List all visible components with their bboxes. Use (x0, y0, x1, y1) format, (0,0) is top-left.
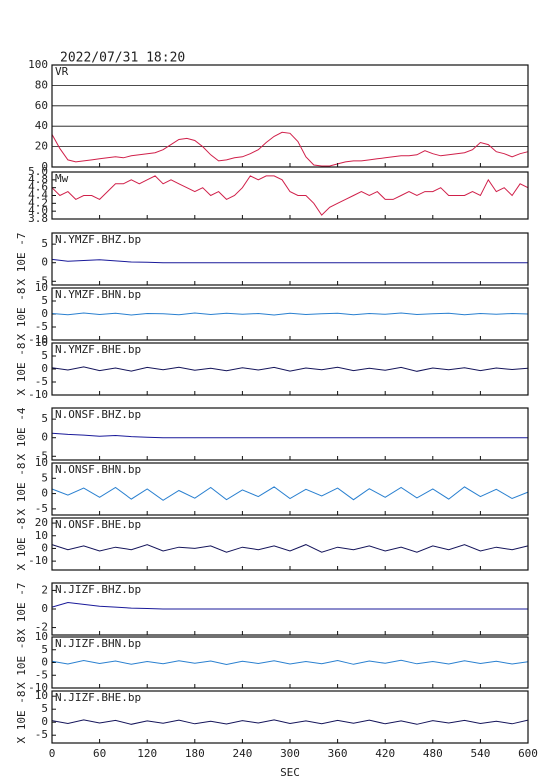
y-tick-label: -5 (35, 502, 48, 515)
y-tick-label: 4.4 (28, 189, 48, 202)
y-tick-label: 5 (41, 643, 48, 656)
y-axis-label: X 10E -7 (15, 233, 28, 286)
y-tick-label: 4.0 (28, 204, 48, 217)
panel-label: N.ONSF.BHE.bp (55, 518, 141, 531)
panel-label: Mw (55, 172, 69, 185)
x-tick-label: 180 (185, 747, 205, 760)
y-tick-label: 5 (41, 349, 48, 362)
y-tick-label: 5 (41, 412, 48, 425)
y-axis-label: X 10E -4 (15, 407, 28, 460)
y-tick-label: 3.8 (28, 212, 48, 225)
y-tick-label: 4.8 (28, 173, 48, 186)
y-tick-label: -5 (35, 375, 48, 388)
series-line (51, 258, 528, 264)
y-tick-label: 10 (35, 281, 48, 294)
y-tick-label: -5 (35, 668, 48, 681)
chart-title: 2022/07/31 18:20 (60, 51, 185, 66)
y-tick-label: 10 (35, 336, 48, 349)
x-tick-label: 60 (93, 747, 106, 760)
y-tick-label: 10 (35, 630, 48, 643)
panel-label: N.YMZF.BHZ.bp (55, 233, 141, 246)
y-tick-label: 0 (41, 715, 48, 728)
x-tick-label: 480 (423, 747, 443, 760)
x-tick-label: 0 (49, 747, 56, 760)
y-tick-label: 100 (28, 58, 48, 71)
y-axis-label: X 10E -8 (15, 691, 28, 744)
y-tick-label: 4.6 (28, 181, 48, 194)
series-line (51, 659, 529, 666)
y-tick-label: 5.0 (28, 165, 48, 178)
y-tick-label: 5 (41, 702, 48, 715)
y-tick-label: -5 (35, 449, 48, 462)
y-tick-label: 5 (41, 237, 48, 250)
y-tick-label: 0 (41, 541, 48, 554)
series-line (51, 601, 528, 610)
x-tick-label: 600 (518, 747, 538, 760)
y-axis-label: X 10E -8 (15, 636, 28, 689)
y-tick-label: -10 (28, 333, 48, 346)
series-line (51, 131, 529, 167)
y-tick-label: 4.2 (28, 196, 48, 209)
panel-label: N.JIZF.BHN.bp (55, 637, 141, 650)
y-tick-label: 0 (41, 256, 48, 269)
y-tick-label: 0 (41, 362, 48, 375)
series-line (51, 432, 528, 439)
y-tick-label: 5 (41, 471, 48, 484)
y-tick-label: -5 (35, 274, 48, 287)
y-tick-label: 10 (35, 456, 48, 469)
y-tick-label: 40 (35, 119, 48, 132)
series-line (51, 486, 529, 501)
panel-frame (51, 64, 529, 168)
y-tick-label: 60 (35, 99, 48, 112)
y-tick-label: 2 (41, 583, 48, 596)
series-line (51, 719, 529, 725)
panel-label: N.YMZF.BHN.bp (55, 288, 141, 301)
y-tick-label: 10 (35, 689, 48, 702)
y-tick-label: 20 (35, 140, 48, 153)
y-tick-label: 5 (41, 294, 48, 307)
y-axis-label: X 10E -8 (15, 288, 28, 341)
y-tick-label: 10 (35, 529, 48, 542)
y-axis-label: X 10E -7 (15, 583, 28, 636)
y-tick-label: 0 (41, 307, 48, 320)
x-tick-label: 240 (232, 747, 252, 760)
y-tick-label: -10 (28, 554, 48, 567)
panel-label: VR (55, 65, 69, 78)
panel-label: N.ONSF.BHZ.bp (55, 408, 141, 421)
y-axis-label: X 10E -8 (15, 343, 28, 396)
x-tick-label: 540 (470, 747, 490, 760)
y-tick-label: -5 (35, 320, 48, 333)
y-tick-label: 0 (41, 656, 48, 669)
x-tick-label: 300 (280, 747, 300, 760)
y-tick-label: 0 (41, 602, 48, 615)
y-tick-label: 0 (41, 487, 48, 500)
series-line (51, 366, 529, 372)
x-tick-label: 120 (137, 747, 157, 760)
y-axis-label: X 10E -8 (15, 463, 28, 516)
panel-label: N.ONSF.BHN.bp (55, 463, 141, 476)
panel-label: N.JIZF.BHE.bp (55, 691, 141, 704)
y-tick-label: -10 (28, 388, 48, 401)
y-tick-label: -5 (35, 728, 48, 741)
y-tick-label: 0 (41, 160, 48, 173)
series-line (51, 544, 529, 553)
x-tick-label: 420 (375, 747, 395, 760)
x-tick-label: 360 (328, 747, 348, 760)
y-tick-label: -10 (28, 681, 48, 694)
y-tick-label: 20 (35, 516, 48, 529)
panel-label: N.YMZF.BHE.bp (55, 343, 141, 356)
y-tick-label: 0 (41, 431, 48, 444)
y-axis-label: X 10E -8 (15, 518, 28, 571)
panel-label: N.JIZF.BHZ.bp (55, 583, 141, 596)
series-line (51, 175, 529, 216)
y-tick-label: 80 (35, 78, 48, 91)
series-line (51, 312, 529, 316)
y-tick-label: -2 (35, 621, 48, 634)
x-axis-label: SEC (280, 766, 300, 779)
